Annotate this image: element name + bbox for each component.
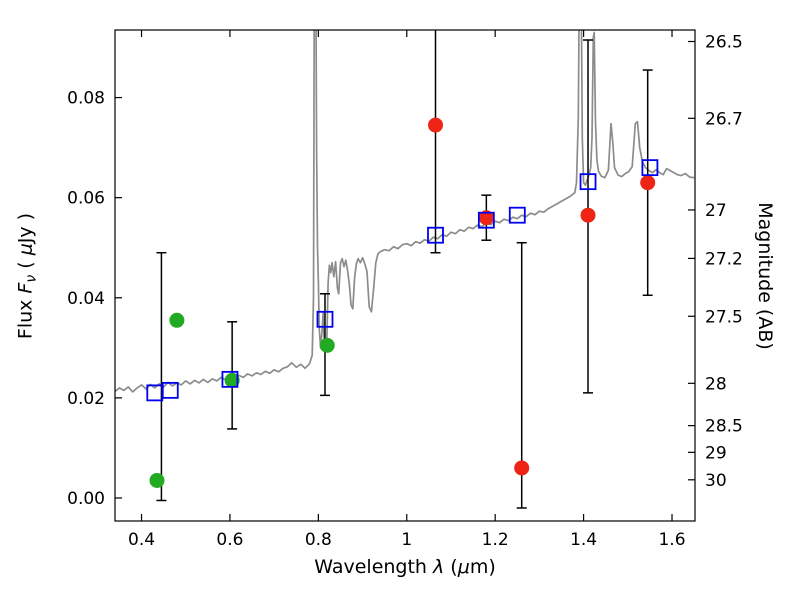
y-tick-label-right: 27.2	[705, 249, 743, 269]
model-photometry-square	[221, 370, 239, 388]
y-axis-label-text: (	[14, 255, 37, 275]
mu-symbol: μ	[457, 556, 470, 578]
y-tick-label-right: 27.5	[705, 307, 743, 327]
plot-clip-group	[115, 30, 695, 509]
y-tick-label-right: 29	[705, 443, 727, 463]
x-axis-label-text: m)	[469, 556, 496, 578]
red-photometry-point	[428, 117, 444, 133]
y-tick-label-left: 0.00	[67, 489, 105, 509]
red-photometry-point	[514, 460, 530, 476]
y-tick-label-right: 27	[705, 201, 727, 221]
green-photometry-point	[169, 312, 185, 328]
model-spectrum-line	[115, 30, 695, 393]
model-photometry-square	[427, 226, 444, 244]
green-photometry-point	[224, 372, 240, 388]
x-tick-label: 0.4	[128, 530, 155, 550]
lambda-symbol: λ	[433, 556, 445, 578]
tick-labels-group: 0.4 0.6 0.8 1 1.2 1.4 1.6 0.00 0.02 0.04 0.06 0.08 2…	[67, 33, 743, 550]
y-tick-label-right: 28	[705, 374, 727, 394]
ticks-group	[115, 30, 695, 521]
x-tick-label: 1	[401, 530, 412, 550]
model-photometry-square	[579, 173, 597, 191]
mu-symbol: μ	[14, 243, 37, 256]
flux-symbol: F	[14, 282, 37, 294]
model-photometry-square	[508, 206, 526, 224]
nu-subscript: ν	[23, 274, 40, 283]
red-photometry-point	[640, 175, 656, 191]
x-tick-label: 1.4	[570, 530, 597, 550]
x-axis-label-text: Wavelength	[314, 556, 434, 578]
y-tick-label-left: 0.04	[67, 289, 105, 309]
red-photometry-point	[580, 207, 596, 223]
y-axis-label-right: Magnitude (AB)	[754, 202, 776, 350]
y-axis-label-text: Flux	[14, 293, 37, 340]
x-axis-label: Wavelength λ (μm)	[115, 556, 695, 578]
x-tick-label: 1.2	[482, 530, 509, 550]
model-photometry-square	[641, 159, 659, 177]
y-axis-label-left: Flux Fν ( μJy )	[15, 213, 40, 339]
model-photometry-square	[316, 310, 334, 328]
x-tick-label: 1.6	[658, 530, 685, 550]
y-tick-label-left: 0.02	[67, 389, 105, 409]
y-tick-label-right: 28.5	[705, 417, 743, 437]
y-tick-label-left: 0.08	[67, 89, 105, 109]
model-photometry-square	[161, 381, 179, 399]
x-tick-label: 0.8	[305, 530, 332, 550]
green-photometry-point	[149, 472, 165, 488]
green-photometry-point	[319, 337, 335, 353]
red-photometry-point	[478, 210, 494, 226]
y-tick-label-left: 0.06	[67, 189, 105, 209]
model-photometry-square	[477, 211, 495, 229]
axes-frame	[114, 29, 696, 522]
x-axis-label-text: (	[444, 556, 458, 578]
y-tick-label-right: 30	[705, 471, 727, 491]
y-axis-label-text: Jy )	[14, 212, 37, 244]
y-tick-label-right: 26.7	[705, 109, 743, 129]
x-tick-label: 0.6	[216, 530, 243, 550]
y-tick-label-right: 26.5	[705, 33, 743, 53]
